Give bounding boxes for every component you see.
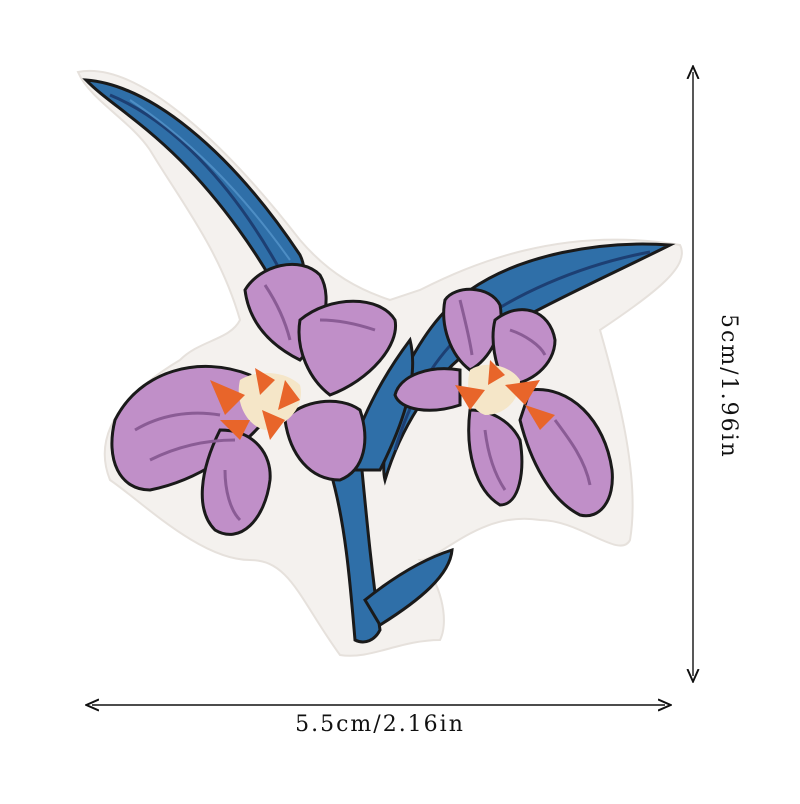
height-label: 5cm/1.96in [716,314,741,459]
width-label-wrap: 5.5cm/2.16in [0,712,800,737]
width-label: 5.5cm/2.16in [295,712,465,737]
felt-backing [76,69,683,657]
right-flower [393,287,614,518]
left-flower [110,262,398,536]
